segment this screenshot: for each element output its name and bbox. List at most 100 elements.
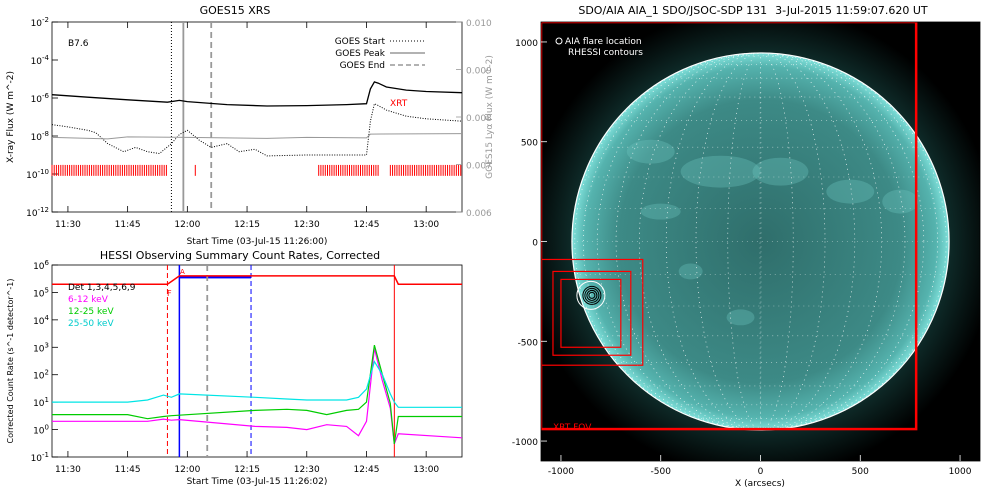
aia-x-axis-title: X (arcsecs) (735, 479, 785, 489)
aia-legend-rhessi-contours: RHESSI contours (568, 48, 643, 58)
aia-longitude-line (665, 52, 856, 431)
aia-flare-location-circle (576, 280, 606, 310)
goes-y-tick-label: 10-2 (31, 16, 49, 29)
aia-x-tick-label: 1000 (949, 467, 972, 477)
goes-right-axis: 0.010 0.009 0.008 0.007 0.006 (456, 19, 492, 219)
aia-longitude-line (583, 52, 938, 431)
hessi-y-tick-label: 10-1 (31, 451, 49, 464)
hessi-x-tick-label: 12:45 (353, 465, 379, 475)
aia-legend-flare-marker (555, 37, 563, 45)
aia-flare-contours (576, 280, 606, 310)
aia-legend-flare-location: AIA flare location (565, 37, 642, 47)
aia-active-regions (626, 139, 919, 326)
aia-longitude-line (638, 52, 883, 431)
aia-longitude-line (615, 52, 906, 431)
hessi-y-axis-title: Corrected Count Rate (s^-1 detector^-1) (6, 278, 15, 443)
aia-y-tick-label: -500 (518, 338, 539, 348)
goes-x-tick-label: 12:45 (353, 220, 379, 230)
goes-y-tick-label: 10-10 (26, 168, 49, 181)
hessi-y-tick-label: 104 (33, 314, 49, 327)
goes-x-tick-label: 11:30 (55, 220, 81, 230)
goes-right-tick-label: 0.007 (466, 162, 492, 172)
goes-legend-peak: GOES Peak (335, 49, 385, 59)
aia-longitude-line (596, 52, 925, 431)
aia-x-tick-label: 0 (758, 467, 764, 477)
aia-x-tick-label: 500 (852, 467, 869, 477)
aia-bright-region (752, 157, 809, 186)
goes-y-tick-label: 10-4 (31, 54, 50, 67)
hessi-x-axis-title: Start Time (03-Jul-15 11:26:02) (187, 477, 328, 487)
hessi-title: HESSI Observing Summary Count Rates, Cor… (100, 249, 380, 262)
goes-short-channel (51, 102, 463, 157)
hessi-legend-det: Det 1,3,4,5,6,9 (68, 283, 136, 293)
goes-right-tick-label: 0.009 (466, 67, 492, 77)
hessi-attenuator-line (52, 275, 462, 285)
goes-legend-start: GOES Start (335, 37, 386, 47)
goes-y-axis: 10-2 10-4 10-6 10-8 10-10 10-12 (26, 16, 58, 219)
aia-rhessi-contour (588, 291, 596, 299)
goes-y-tick-label: 10-8 (31, 130, 49, 143)
goes-legend: GOES Start GOES Peak GOES End (335, 37, 425, 71)
aia-rhessi-contour (584, 287, 600, 303)
hessi-x-tick-label: 11:45 (115, 465, 141, 475)
goes-lyman-alpha (51, 133, 463, 140)
hessi-legend-6-12: 6-12 keV (68, 295, 109, 305)
goes-x-axis-title: Start Time (03-Jul-15 11:26:00) (187, 237, 328, 247)
aia-bright-region (826, 179, 875, 204)
hessi-x-tick-label: 12:00 (174, 465, 200, 475)
goes-title: GOES15 XRS (200, 4, 271, 17)
aia-x-tick-label: -500 (651, 467, 672, 477)
goes-x-tick-label: 13:00 (413, 220, 439, 230)
hessi-series (52, 265, 463, 457)
hessi-y-tick-label: 100 (33, 424, 49, 437)
hessi-legend-25-50: 25-50 keV (68, 319, 114, 329)
hessi-12-25-kev-line (52, 344, 462, 444)
hessi-night-bar (179, 275, 252, 279)
goes-y-tick-label: 10-6 (31, 92, 50, 105)
aia-bright-region (680, 155, 761, 188)
hessi-x-tick-label: 13:00 (413, 465, 439, 475)
goes-x-tick-label: 12:15 (234, 220, 260, 230)
hessi-y-tick-label: 106 (33, 259, 49, 272)
goes-panel: GOES15 XRS 11:30 11:45 12:00 12:15 12:30 12:4… (6, 4, 495, 247)
aia-panel: SDO/AIA AIA_1 SDO/JSOC-SDP 131 3-Jul-2015… (512, 4, 981, 489)
goes-right-tick-label: 0.008 (466, 114, 492, 124)
hessi-saa-label: F (167, 289, 172, 298)
hessi-legend-12-25: 12-25 keV (68, 307, 114, 317)
aia-bright-region (678, 263, 703, 280)
aia-image (541, 22, 980, 461)
hessi-plot-frame (51, 264, 463, 458)
goes-y-axis-title: X-ray Flux (W m^-2) (6, 71, 16, 163)
aia-xrt-fov-label: XRT FOV (553, 423, 592, 433)
goes-series (51, 22, 463, 212)
goes-class-label: B7.6 (68, 39, 89, 49)
goes-long-channel (51, 81, 463, 107)
aia-x-tick-label: -1000 (548, 467, 574, 477)
aia-rhessi-contour (582, 285, 602, 305)
aia-y-tick-label: 1000 (515, 39, 538, 49)
hessi-small-label: A (180, 268, 185, 276)
goes-y-tick-label: 10-12 (26, 206, 49, 219)
hessi-y-tick-label: 102 (33, 369, 49, 382)
aia-bright-region (726, 309, 755, 326)
aia-rhessi-contour (586, 289, 598, 301)
aia-y-tick-label: 500 (521, 139, 538, 149)
hessi-x-axis: 11:30 11:45 12:00 12:15 12:30 12:45 13:00 (55, 451, 439, 475)
goes-x-tick-label: 12:30 (294, 220, 320, 230)
aia-rhessi-box (541, 258, 644, 366)
aia-y-tick-label: 0 (532, 239, 538, 249)
hessi-x-tick-label: 11:30 (55, 465, 81, 475)
aia-y-tick-label: -1000 (512, 438, 538, 448)
hessi-y-tick-label: 101 (33, 396, 49, 409)
hessi-x-tick-label: 12:15 (234, 465, 260, 475)
goes-right-axis-title: GOES15 Lyα Flux (W m^-2) (485, 55, 495, 179)
aia-bright-region (626, 139, 675, 164)
hessi-legend: Det 1,3,4,5,6,9 6-12 keV 12-25 keV 25-50… (68, 283, 136, 329)
hessi-y-tick-label: 103 (33, 341, 49, 354)
hessi-panel: HESSI Observing Summary Count Rates, Cor… (6, 249, 463, 487)
aia-bright-region (882, 189, 919, 214)
goes-x-tick-label: 12:00 (174, 220, 200, 230)
aia-solar-disk (571, 52, 950, 431)
aia-y-axis: -1000 -500 0 500 1000 (512, 39, 547, 448)
